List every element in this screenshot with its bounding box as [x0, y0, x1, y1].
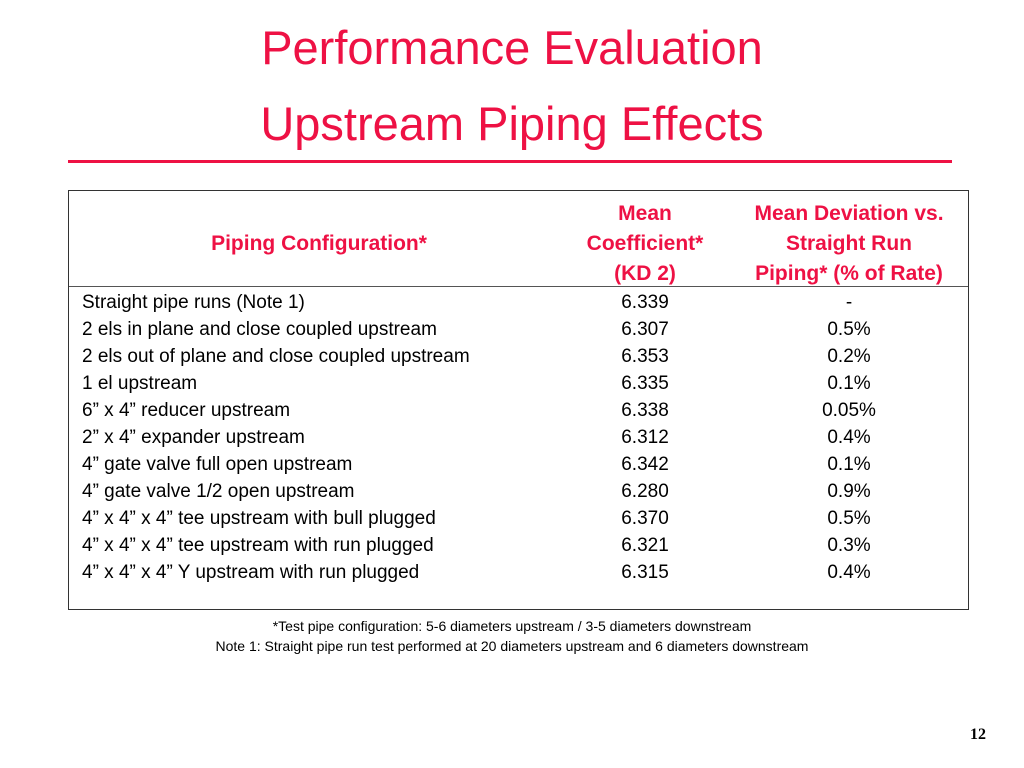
row-coefficient: 6.321 [621, 535, 669, 556]
row-deviation: 0.05% [822, 400, 876, 421]
row-config: 2 els in plane and close coupled upstrea… [82, 319, 437, 340]
row-config: 1 el upstream [82, 373, 198, 394]
row-config: 4” x 4” x 4” Y upstream with run plugged [82, 562, 420, 583]
header-mean-deviation: Mean Deviation vs. Straight Run Piping* … [729, 199, 969, 289]
row-config: 2 els out of plane and close coupled ups… [82, 346, 470, 367]
table-row: 4” x 4” x 4” tee upstream with bull plug… [69, 505, 968, 532]
table-row: 4” x 4” x 4” tee upstream with run plugg… [69, 532, 968, 559]
row-coefficient: 6.370 [621, 508, 669, 529]
table-row: 2 els out of plane and close coupled ups… [69, 343, 968, 370]
row-deviation: 0.2% [827, 346, 871, 367]
page-number: 12 [970, 726, 986, 743]
row-config: Straight pipe runs (Note 1) [82, 292, 305, 313]
row-coefficient: 6.339 [621, 292, 669, 313]
header-coef-line1: Mean [618, 202, 672, 225]
row-deviation: 0.5% [827, 508, 871, 529]
row-coefficient: 6.280 [621, 481, 669, 502]
header-mean-coefficient: Mean Coefficient* (KD 2) [559, 199, 731, 289]
table-row: 6” x 4” reducer upstream 6.338 0.05% [69, 397, 968, 424]
table-row: 4” gate valve full open upstream 6.342 0… [69, 451, 968, 478]
table-row: 2 els in plane and close coupled upstrea… [69, 316, 968, 343]
table-row: 4” x 4” x 4” Y upstream with run plugged… [69, 559, 968, 586]
row-deviation: 0.9% [827, 481, 871, 502]
row-deviation: 0.5% [827, 319, 871, 340]
header-separator [69, 286, 968, 287]
table-row: 4” gate valve 1/2 open upstream 6.280 0.… [69, 478, 968, 505]
row-config: 4” x 4” x 4” tee upstream with run plugg… [82, 535, 434, 556]
footnote-test-configuration: *Test pipe configuration: 5-6 diameters … [272, 618, 752, 634]
row-deviation: 0.1% [827, 373, 871, 394]
header-dev-line3: Piping* (% of Rate) [755, 262, 943, 285]
header-coef-line2: Coefficient* [586, 232, 704, 255]
table-row: Straight pipe runs (Note 1) 6.339 - [69, 289, 968, 316]
row-coefficient: 6.315 [621, 562, 669, 583]
header-piping-configuration: Piping Configuration* [211, 232, 427, 255]
title-underline [68, 160, 952, 163]
row-config: 2” x 4” expander upstream [82, 427, 305, 448]
header-dev-line2: Straight Run [786, 232, 912, 255]
header-coef-line3: (KD 2) [614, 262, 676, 285]
row-deviation: 0.4% [827, 427, 871, 448]
row-deviation: 0.4% [827, 562, 871, 583]
table-row: 1 el upstream 6.335 0.1% [69, 370, 968, 397]
row-coefficient: 6.307 [621, 319, 669, 340]
row-coefficient: 6.353 [621, 346, 669, 367]
row-config: 4” gate valve 1/2 open upstream [82, 481, 355, 502]
row-deviation: - [845, 292, 853, 313]
footnote-note-1: Note 1: Straight pipe run test performed… [215, 638, 809, 654]
row-config: 4” x 4” x 4” tee upstream with bull plug… [82, 508, 436, 529]
table-row: 2” x 4” expander upstream 6.312 0.4% [69, 424, 968, 451]
row-config: 6” x 4” reducer upstream [82, 400, 291, 421]
row-deviation: 0.3% [827, 535, 871, 556]
row-config: 4” gate valve full open upstream [82, 454, 353, 475]
slide-title-line1: Performance Evaluation [261, 21, 763, 74]
header-dev-line1: Mean Deviation vs. [754, 202, 944, 225]
row-coefficient: 6.335 [621, 373, 669, 394]
row-coefficient: 6.338 [621, 400, 669, 421]
results-table: Piping Configuration* Mean Coefficient* … [68, 190, 969, 610]
row-coefficient: 6.342 [621, 454, 669, 475]
slide-title-line2: Upstream Piping Effects [260, 97, 764, 150]
row-coefficient: 6.312 [621, 427, 669, 448]
row-deviation: 0.1% [827, 454, 871, 475]
